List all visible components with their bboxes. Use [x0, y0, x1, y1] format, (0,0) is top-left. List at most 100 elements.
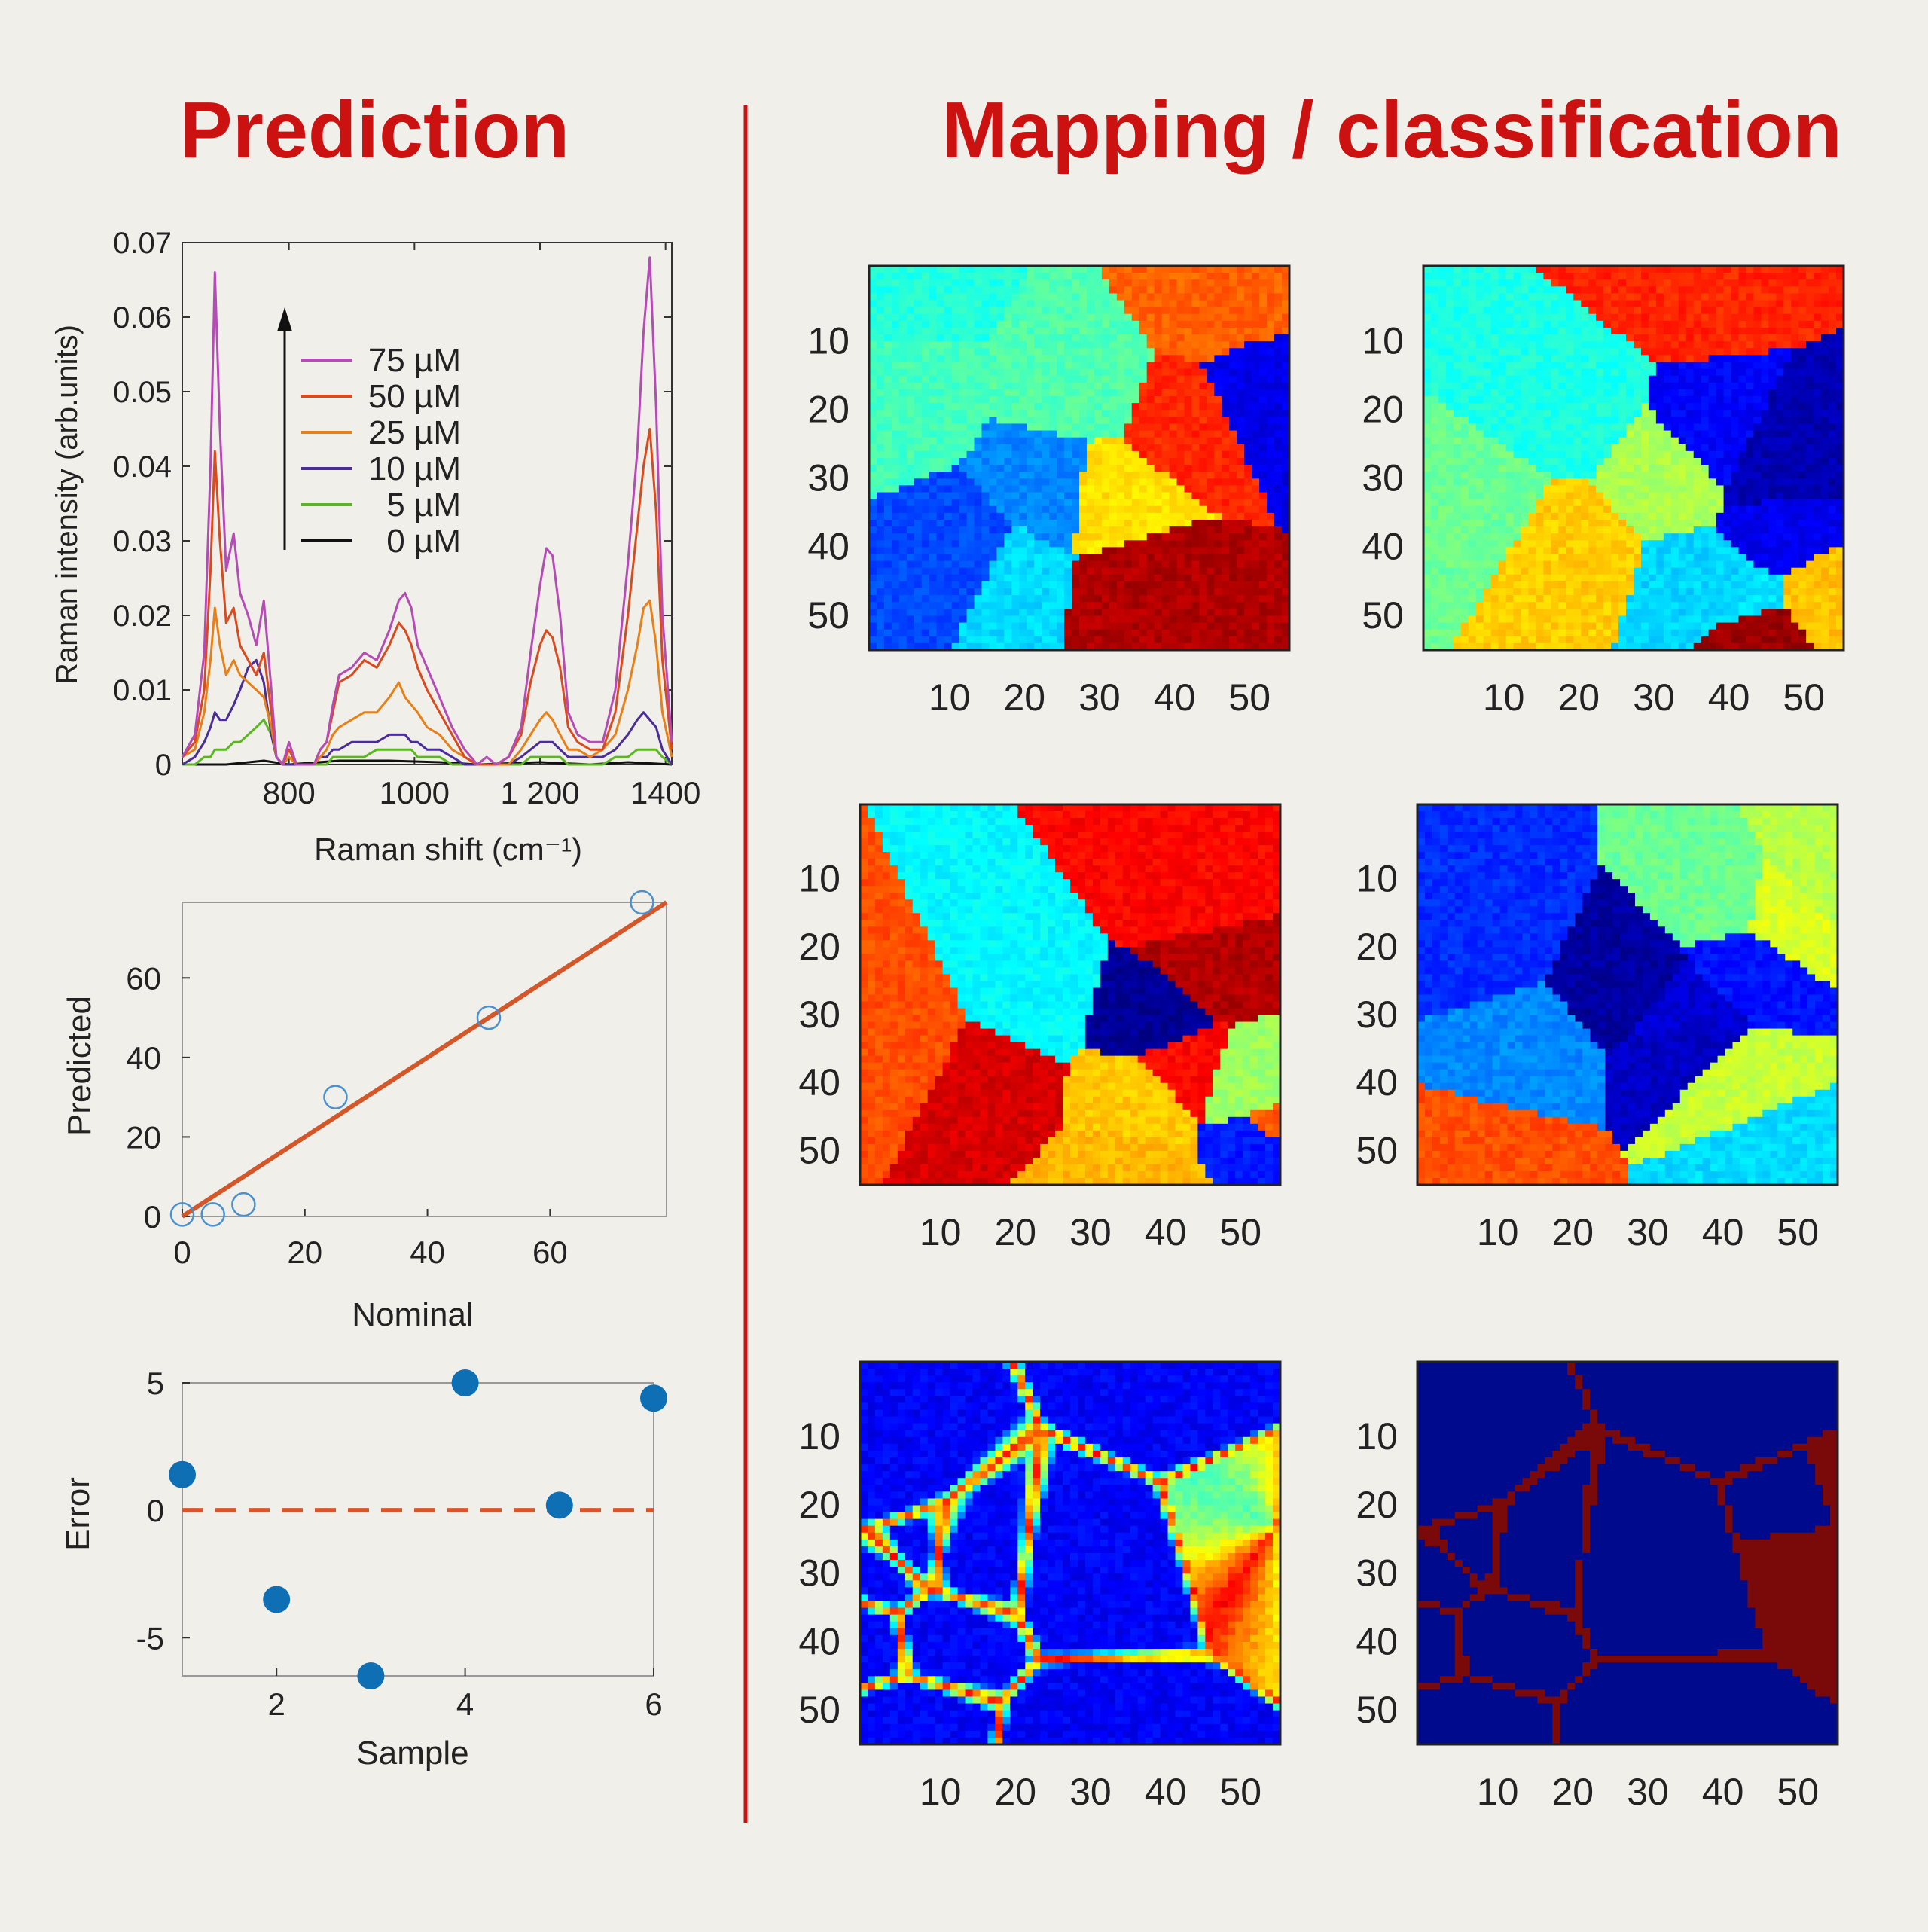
heatmap-cell	[1431, 293, 1439, 301]
heatmap-cell	[1109, 451, 1118, 459]
heatmap-cell	[1626, 273, 1634, 280]
heatmap-cell	[1536, 293, 1544, 301]
heatmap-cell	[929, 526, 938, 534]
heatmap-cell	[989, 615, 997, 623]
heatmap-cell	[1686, 348, 1695, 356]
heatmap-cell	[922, 493, 930, 500]
heatmap-cell	[1499, 472, 1507, 479]
heatmap-cell	[1049, 595, 1057, 603]
heatmap-cell	[1611, 472, 1619, 479]
heatmap-cell	[1229, 588, 1237, 596]
heatmap-cell	[967, 341, 975, 349]
heatmap-cell	[1634, 444, 1642, 452]
heatmap-cell	[1829, 301, 1837, 308]
heatmap-cell	[1064, 362, 1072, 370]
heatmap-cell	[1469, 396, 1477, 404]
heatmap-cell	[1649, 369, 1657, 377]
heatmap-cell	[1783, 417, 1792, 424]
heatmap-cell	[967, 540, 975, 548]
heatmap-cell	[1162, 279, 1170, 287]
heatmap-cell	[975, 293, 983, 301]
heatmap-cell	[1199, 307, 1207, 315]
heatmap-cell	[944, 362, 953, 370]
heatmap-cell	[1155, 458, 1163, 465]
heatmap-cell	[1214, 334, 1222, 342]
heatmap-cell	[1124, 472, 1133, 479]
heatmap-cell	[1199, 575, 1207, 582]
heatmap-cell	[929, 451, 938, 459]
heatmap-cell	[1252, 581, 1260, 589]
heatmap-cell	[1019, 540, 1027, 548]
heatmap-cell	[1716, 314, 1725, 322]
heatmap-cell	[1117, 478, 1125, 486]
heatmap-cell	[1170, 328, 1178, 335]
heatmap-cell	[1207, 472, 1215, 479]
heatmap-cell	[1011, 623, 1020, 630]
heatmap-cell	[952, 526, 960, 534]
heatmap-cell	[1521, 383, 1530, 390]
heatmap-cell	[929, 301, 938, 308]
heatmap-cell	[1671, 307, 1679, 315]
heatmap-cell	[1438, 314, 1447, 322]
heatmap-cell	[989, 451, 997, 459]
heatmap-cell	[1626, 451, 1634, 459]
heatmap-cell	[952, 588, 960, 596]
heatmap-cell	[1177, 540, 1185, 548]
heatmap-cell	[1484, 389, 1492, 397]
heatmap-cell	[1739, 410, 1747, 417]
heatmap-cell	[1064, 609, 1072, 616]
heatmap-cell	[952, 293, 960, 301]
heatmap-cell	[1027, 636, 1035, 644]
heatmap-cell	[1019, 444, 1027, 452]
heatmap-cell	[1191, 444, 1200, 452]
heatmap-cell	[899, 568, 908, 575]
heatmap-cell	[1049, 293, 1057, 301]
heatmap-cell	[1207, 321, 1215, 328]
heatmap-cell	[1761, 396, 1769, 404]
heatmap-cell	[1641, 348, 1649, 356]
heatmap-cell	[1649, 355, 1657, 362]
heatmap-cell	[1739, 369, 1747, 377]
series-line-2	[182, 600, 672, 765]
heatmap-cell	[1573, 410, 1582, 417]
heatmap-cell	[1207, 506, 1215, 514]
heatmap-cell	[1267, 623, 1275, 630]
heatmap-cell	[1027, 554, 1035, 562]
heatmap-cell	[1109, 362, 1118, 370]
heatmap-cell	[914, 623, 923, 630]
heatmap-cell	[1244, 595, 1252, 603]
heatmap-cell	[1064, 321, 1072, 328]
heatmap-cell	[1191, 423, 1200, 431]
heatmap-cell	[1798, 334, 1807, 342]
heatmap-cell	[1034, 533, 1042, 541]
heatmap-cell	[907, 293, 915, 301]
heatmap-cell	[1004, 615, 1012, 623]
heatmap-cell	[1491, 307, 1499, 315]
heatmap-cell	[1649, 286, 1657, 294]
heatmap-cell	[1761, 423, 1769, 431]
heatmap-cell	[937, 301, 945, 308]
heatmap-cell	[1694, 431, 1702, 438]
heatmap-cell	[1438, 451, 1447, 459]
heatmap-cell	[1596, 389, 1604, 397]
heatmap-cell	[981, 451, 990, 459]
heatmap-cell	[892, 341, 900, 349]
heatmap-cell	[1222, 328, 1230, 335]
heatmap-cell	[869, 273, 877, 280]
heatmap-cell	[1102, 581, 1110, 589]
heatmap-cell	[1124, 615, 1133, 623]
heatmap-cell	[907, 362, 915, 370]
heatmap-cell	[1438, 362, 1447, 370]
heatmap-cell	[1147, 609, 1155, 616]
heatmap-cell	[1588, 293, 1597, 301]
heatmap-cell	[1042, 369, 1050, 377]
heatmap-cell	[1214, 314, 1222, 322]
heatmap-cell	[944, 438, 953, 445]
heatmap-cell	[1004, 273, 1012, 280]
heatmap-cell	[1821, 389, 1829, 397]
heatmap-cell	[1626, 444, 1634, 452]
heatmap-cell	[1094, 465, 1103, 472]
heatmap-cell	[877, 513, 885, 520]
heatmap-cell	[1049, 286, 1057, 294]
heatmap-cell	[967, 417, 975, 424]
